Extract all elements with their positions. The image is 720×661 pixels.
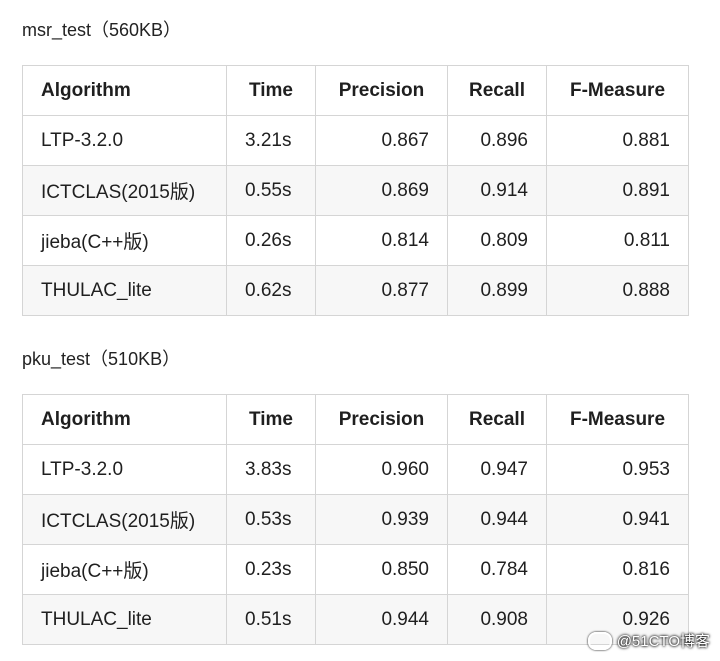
table-row: THULAC_lite 0.51s 0.944 0.908 0.926 (22, 594, 689, 645)
table-row: ICTCLAS(2015版) 0.55s 0.869 0.914 0.891 (22, 165, 689, 216)
cell-recall: 0.908 (447, 594, 547, 645)
header-recall: Recall (447, 65, 547, 116)
cell-precision: 0.877 (315, 265, 448, 316)
header-recall: Recall (447, 394, 547, 445)
table-row: jieba(C++版) 0.23s 0.850 0.784 0.816 (22, 544, 689, 595)
cell-f-measure: 0.816 (546, 544, 689, 595)
cell-time: 3.21s (226, 115, 316, 166)
table-row: LTP-3.2.0 3.21s 0.867 0.896 0.881 (22, 115, 689, 166)
cell-recall: 0.899 (447, 265, 547, 316)
table-row: ICTCLAS(2015版) 0.53s 0.939 0.944 0.941 (22, 494, 689, 545)
cell-algorithm: jieba(C++版) (22, 544, 227, 595)
cell-f-measure: 0.926 (546, 594, 689, 645)
header-precision: Precision (315, 65, 448, 116)
cell-time: 0.62s (226, 265, 316, 316)
cell-recall: 0.784 (447, 544, 547, 595)
cell-algorithm: ICTCLAS(2015版) (22, 165, 227, 216)
cell-algorithm: LTP-3.2.0 (22, 444, 227, 495)
cell-time: 0.23s (226, 544, 316, 595)
cell-recall: 0.896 (447, 115, 547, 166)
cell-algorithm: THULAC_lite (22, 594, 227, 645)
cell-algorithm: ICTCLAS(2015版) (22, 494, 227, 545)
table-header-row: Algorithm Time Precision Recall F-Measur… (22, 65, 689, 116)
pku-test-caption: pku_test（510KB） (22, 349, 181, 369)
header-f-measure: F-Measure (546, 65, 689, 116)
header-f-measure: F-Measure (546, 394, 689, 445)
cell-f-measure: 0.881 (546, 115, 689, 166)
cell-f-measure: 0.811 (546, 215, 689, 266)
cell-time: 3.83s (226, 444, 316, 495)
cell-precision: 0.814 (315, 215, 448, 266)
table-row: jieba(C++版) 0.26s 0.814 0.809 0.811 (22, 215, 689, 266)
cell-time: 0.51s (226, 594, 316, 645)
cell-precision: 0.869 (315, 165, 448, 216)
header-precision: Precision (315, 394, 448, 445)
cell-algorithm: jieba(C++版) (22, 215, 227, 266)
watermark: @51CTO博客 (587, 630, 710, 651)
header-algorithm: Algorithm (22, 394, 227, 445)
pku-test-table: Algorithm Time Precision Recall F-Measur… (22, 394, 689, 645)
table-row: LTP-3.2.0 3.83s 0.960 0.947 0.953 (22, 444, 689, 495)
msr-test-table: Algorithm Time Precision Recall F-Measur… (22, 65, 689, 316)
cell-algorithm: THULAC_lite (22, 265, 227, 316)
chat-bubble-icon (587, 631, 612, 650)
cell-recall: 0.944 (447, 494, 547, 545)
cell-recall: 0.947 (447, 444, 547, 495)
cell-recall: 0.914 (447, 165, 547, 216)
cell-precision: 0.867 (315, 115, 448, 166)
cell-time: 0.26s (226, 215, 316, 266)
cell-f-measure: 0.941 (546, 494, 689, 545)
cell-f-measure: 0.953 (546, 444, 689, 495)
cell-f-measure: 0.888 (546, 265, 689, 316)
watermark-text: @51CTO博客 (616, 633, 710, 650)
cell-recall: 0.809 (447, 215, 547, 266)
header-time: Time (226, 65, 316, 116)
header-algorithm: Algorithm (22, 65, 227, 116)
cell-precision: 0.960 (315, 444, 448, 495)
header-time: Time (226, 394, 316, 445)
cell-time: 0.55s (226, 165, 316, 216)
msr-test-caption: msr_test（560KB） (22, 20, 182, 40)
cell-time: 0.53s (226, 494, 316, 545)
cell-precision: 0.944 (315, 594, 448, 645)
cell-precision: 0.850 (315, 544, 448, 595)
table-header-row: Algorithm Time Precision Recall F-Measur… (22, 394, 689, 445)
table-row: THULAC_lite 0.62s 0.877 0.899 0.888 (22, 265, 689, 316)
cell-f-measure: 0.891 (546, 165, 689, 216)
cell-precision: 0.939 (315, 494, 448, 545)
cell-algorithm: LTP-3.2.0 (22, 115, 227, 166)
